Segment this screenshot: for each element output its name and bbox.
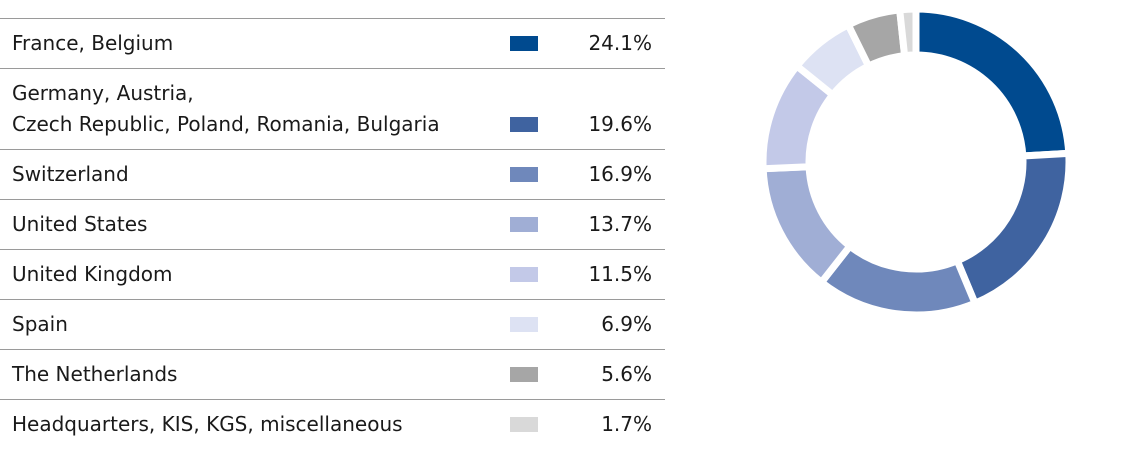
category-label: Spain	[12, 312, 68, 336]
value-label: 6.9%	[601, 312, 652, 336]
legend-swatch	[510, 36, 538, 51]
category-label: United Kingdom	[12, 262, 173, 286]
value-label: 5.6%	[601, 362, 652, 386]
legend-row: Switzerland 16.9%	[0, 150, 665, 200]
donut-segment	[759, 163, 855, 288]
legend-swatch	[510, 167, 538, 182]
legend-row: The Netherlands 5.6%	[0, 350, 665, 400]
legend-table: France, Belgium 24.1% Germany, Austria, Cz…	[0, 18, 665, 449]
legend-swatch	[510, 267, 538, 282]
donut-segment	[952, 149, 1073, 308]
donut-segment	[895, 5, 920, 60]
legend-row: Spain 6.9%	[0, 300, 665, 350]
legend-swatch	[510, 317, 538, 332]
legend-swatch	[510, 217, 538, 232]
value-label: 13.7%	[588, 212, 652, 236]
category-label: United States	[12, 212, 148, 236]
legend-row: United Kingdom 11.5%	[0, 250, 665, 300]
page: France, Belgium 24.1% Germany, Austria, Cz…	[0, 5, 1073, 436]
category-label: Switzerland	[12, 162, 129, 186]
category-label: Germany, Austria, Czech Republic, Poland…	[12, 81, 440, 136]
legend-swatch	[510, 367, 538, 382]
legend-swatch	[510, 117, 538, 132]
value-label: 11.5%	[588, 262, 652, 286]
donut-chart	[759, 5, 1073, 315]
value-label: 24.1%	[588, 31, 652, 55]
value-label: 16.9%	[588, 162, 652, 186]
category-label: The Netherlands	[12, 362, 178, 386]
category-label: France, Belgium	[12, 31, 174, 55]
legend-row: United States 13.7%	[0, 200, 665, 250]
value-label: 19.6%	[588, 112, 652, 136]
legend-row: Germany, Austria, Czech Republic, Poland…	[0, 69, 665, 150]
donut-segment	[912, 5, 1073, 160]
legend-row: France, Belgium 24.1%	[0, 19, 665, 69]
legend-swatch	[510, 417, 538, 432]
